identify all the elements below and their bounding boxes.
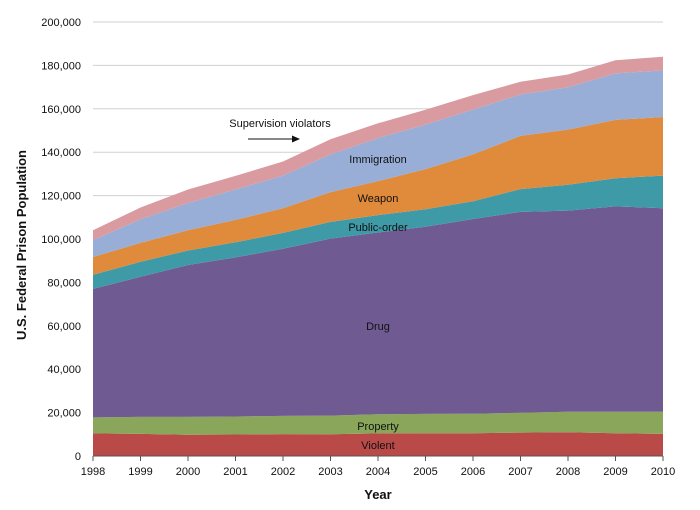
x-tick-labels: 1998 1999 2000 2001 2002 2003 2004 2005 2006 2007… (81, 466, 675, 478)
area-supervision-violators (93, 56, 663, 241)
label-immigration: Immigration (349, 154, 406, 166)
label-weapon: Weapon (358, 193, 399, 205)
area-violent (93, 432, 663, 456)
area-public-order (93, 175, 663, 289)
x-tick-label: 2010 (651, 466, 675, 478)
x-tick-label: 1999 (128, 466, 152, 478)
area-drug (93, 206, 663, 418)
area-property (93, 411, 663, 435)
x-axis-label: Year (364, 487, 391, 502)
y-tick-label: 80,000 (47, 277, 81, 289)
arrow-right-icon (248, 135, 300, 143)
axes (92, 455, 664, 461)
x-tick-label: 2003 (318, 466, 342, 478)
label-violent: Violent (361, 440, 394, 452)
area-weapon (93, 117, 663, 275)
x-tick-label: 2007 (508, 466, 532, 478)
y-tick-label: 120,000 (41, 191, 81, 203)
area-immigration (93, 70, 663, 258)
y-tick-label: 200,000 (41, 17, 81, 29)
label-property: Property (357, 421, 399, 433)
y-tick-labels: 0 20,000 40,000 60,000 80,000 100,000 120,000 1… (41, 17, 81, 463)
label-supervision-violators: Supervision violators (229, 118, 331, 130)
y-tick-label: 20,000 (47, 408, 81, 420)
y-tick-label: 0 (75, 451, 81, 463)
x-tick-label: 2004 (366, 466, 390, 478)
x-tick-label: 2009 (603, 466, 627, 478)
x-tick-label: 1998 (81, 466, 105, 478)
y-tick-label: 180,000 (41, 60, 81, 72)
y-tick-label: 100,000 (41, 234, 81, 246)
y-tick-label: 60,000 (47, 321, 81, 333)
x-tick-label: 2001 (223, 466, 247, 478)
x-tick-label: 2006 (461, 466, 485, 478)
x-tick-label: 2002 (271, 466, 295, 478)
label-public-order: Public-order (348, 222, 408, 234)
label-drug: Drug (366, 321, 390, 333)
y-tick-label: 160,000 (41, 104, 81, 116)
x-tick-label: 2005 (413, 466, 437, 478)
y-tick-label: 140,000 (41, 147, 81, 159)
y-tick-label: 40,000 (47, 364, 81, 376)
x-tick-label: 2008 (556, 466, 580, 478)
y-axis-label: U.S. Federal Prison Population (14, 150, 29, 340)
x-tick-label: 2000 (176, 466, 200, 478)
area-series-group (93, 56, 663, 456)
